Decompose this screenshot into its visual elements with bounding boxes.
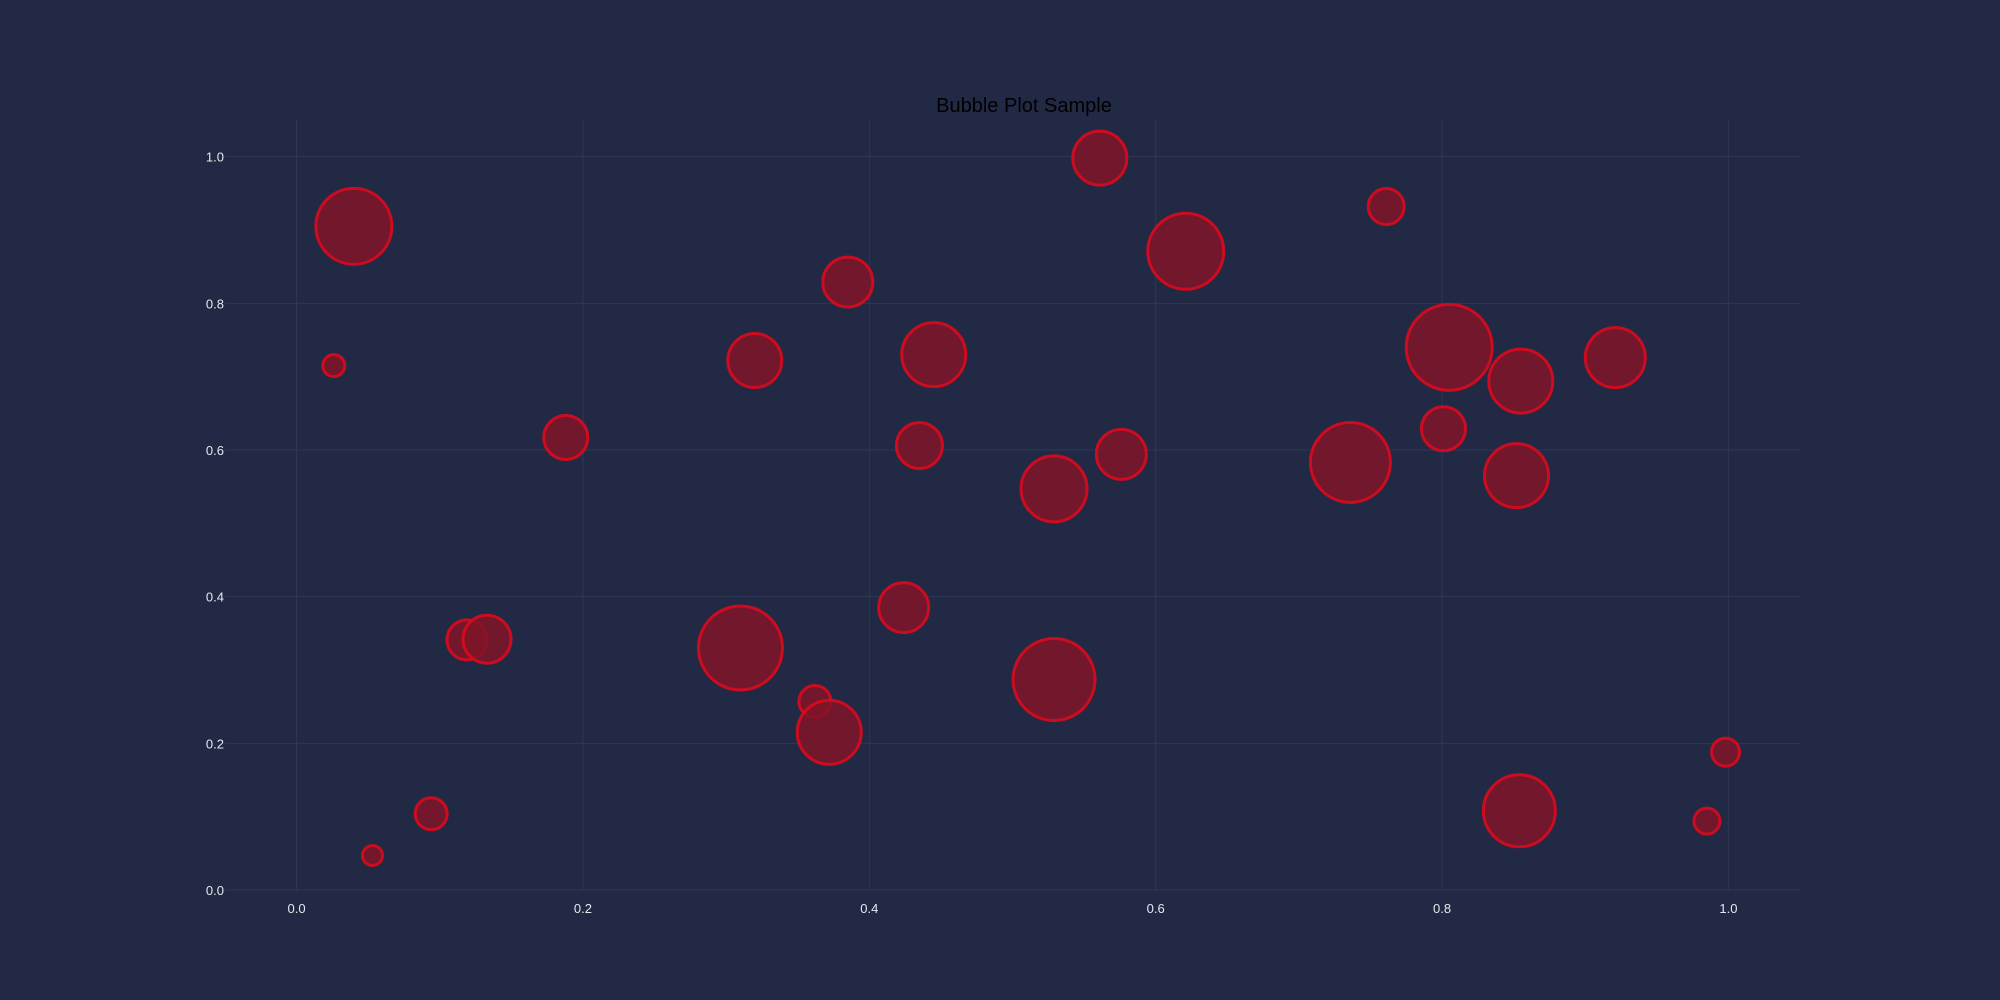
bubble-point [1419, 405, 1467, 453]
x-axis-ticks: 0.0 0.2 0.4 0.6 0.8 1.0 [288, 901, 1738, 916]
bubble-point [1019, 454, 1089, 524]
bubble-point [1710, 736, 1742, 768]
x-tick-label: 0.0 [288, 901, 306, 916]
bubble-point [1146, 211, 1226, 291]
bubble-point [726, 332, 784, 390]
bubble-point [696, 604, 784, 692]
y-tick-label: 1.0 [206, 150, 224, 165]
bubble-point [821, 255, 875, 309]
bubble-point [900, 321, 968, 389]
bubble-point [1487, 347, 1555, 415]
bubble-point [1583, 326, 1647, 390]
y-tick-label: 0.6 [206, 443, 224, 458]
bubble-layer [314, 129, 1742, 868]
bubble-point [1404, 302, 1494, 392]
y-tick-label: 0.2 [206, 736, 224, 751]
chart-title: Bubble Plot Sample [936, 95, 1112, 117]
x-tick-label: 0.2 [574, 901, 592, 916]
bubble-point [795, 698, 863, 766]
y-tick-label: 0.0 [206, 883, 224, 898]
bubble-point [360, 844, 384, 868]
bubble-point [413, 796, 449, 832]
bubble-point [877, 581, 931, 635]
x-tick-label: 0.4 [860, 901, 878, 916]
bubble-point [894, 421, 944, 471]
x-tick-label: 1.0 [1719, 901, 1737, 916]
bubble-point [1366, 187, 1406, 227]
bubble-point [1011, 637, 1097, 723]
y-axis-ticks: 0.0 0.2 0.4 0.6 0.8 1.0 [206, 150, 224, 898]
bubble-point [1483, 442, 1550, 510]
bubble-point [1094, 427, 1148, 481]
y-tick-label: 0.4 [206, 590, 224, 605]
y-tick-label: 0.8 [206, 296, 224, 311]
bubble-point [1481, 773, 1557, 849]
bubble-point [321, 353, 347, 379]
x-tick-label: 0.6 [1147, 901, 1165, 916]
x-tick-label: 0.8 [1433, 901, 1451, 916]
bubble-point [542, 414, 590, 462]
bubble-point [314, 186, 394, 266]
bubble-point [461, 613, 513, 665]
bubble-point [1692, 806, 1722, 836]
bubble-point [1071, 129, 1129, 187]
grid-layer [225, 120, 1800, 891]
bubble-point [1308, 420, 1392, 504]
